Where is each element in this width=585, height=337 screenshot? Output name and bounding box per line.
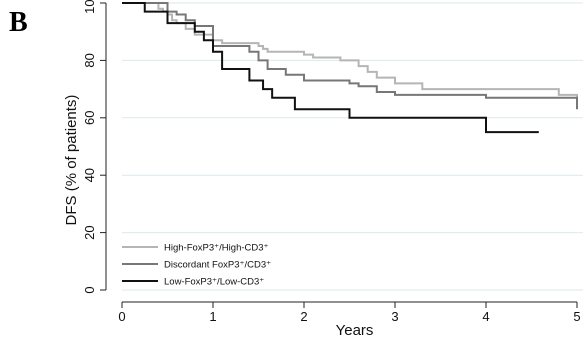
series-group <box>122 2 578 134</box>
legend-label-1: High-FoxP3⁺/High-CD3⁺ <box>164 243 269 254</box>
legend-label-2: Discordant FoxP3⁺/CD3⁺ <box>164 260 271 271</box>
x-ticks: 0 1 2 3 4 5 <box>118 302 581 324</box>
km-curve-1 <box>122 2 578 101</box>
y-tick-label-0: 0 <box>82 286 97 293</box>
y-ticks: 0 20 40 60 80 100 <box>82 0 106 294</box>
y-tick-label-40: 40 <box>82 168 97 182</box>
axes <box>105 3 577 303</box>
y-tick-label-20: 20 <box>82 225 97 239</box>
y-axis-label: DFS (% of patients) <box>63 95 80 226</box>
y-tick-label-80: 80 <box>82 53 97 67</box>
x-tick-label-2: 2 <box>300 309 307 324</box>
legend: High-FoxP3⁺/High-CD3⁺ Discordant FoxP3⁺/C… <box>122 243 271 288</box>
x-tick-label-3: 3 <box>391 309 398 324</box>
x-tick-label-5: 5 <box>573 309 580 324</box>
x-tick-label-4: 4 <box>482 309 489 324</box>
x-tick-label-1: 1 <box>209 309 216 324</box>
x-axis-label: Years <box>336 322 374 337</box>
x-tick-label-0: 0 <box>118 309 125 324</box>
legend-label-3: Low-FoxP3⁺/Low-CD3⁺ <box>164 277 264 288</box>
km-curve-3 <box>122 2 539 134</box>
km-curve-2 <box>122 2 578 110</box>
y-tick-label-100: 100 <box>82 0 97 14</box>
y-tick-label-60: 60 <box>82 111 97 125</box>
panel-letter: B <box>9 7 28 38</box>
